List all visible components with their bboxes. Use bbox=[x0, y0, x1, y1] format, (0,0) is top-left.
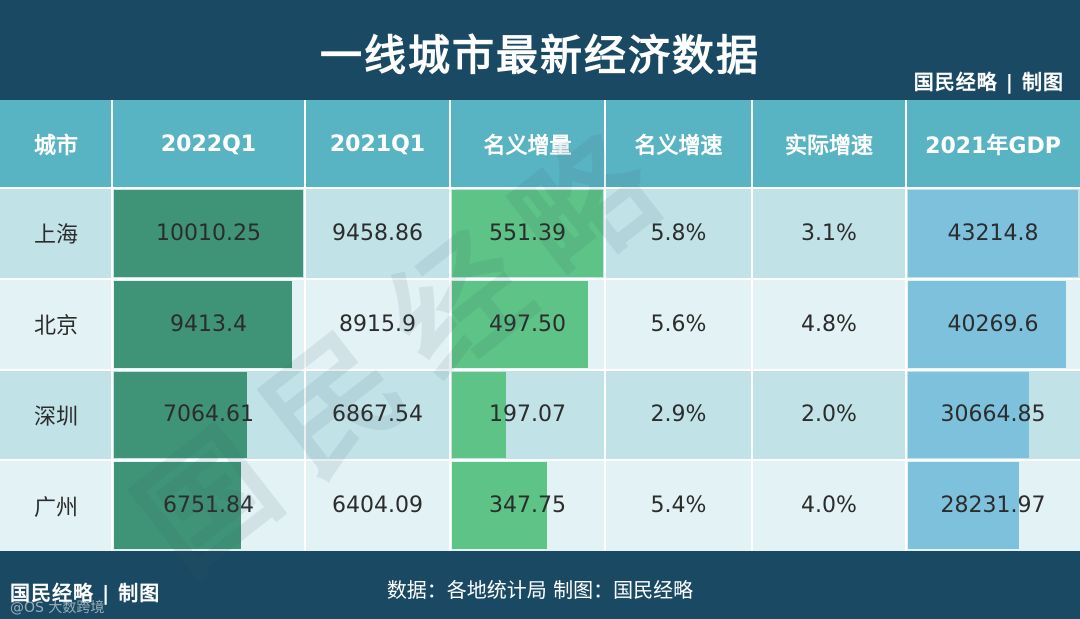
column-header: 实际增速 bbox=[752, 100, 906, 188]
column-header: 名义增速 bbox=[605, 100, 752, 188]
cell-q1_2021: 8915.9 bbox=[339, 311, 416, 337]
cell-background bbox=[752, 278, 906, 370]
grid-line-horizontal bbox=[0, 187, 1080, 189]
data-table: 城市 2022Q1 2021Q1 名义增量 名义增速 实际增速 2021年GDP 上海 1001… bbox=[0, 88, 1080, 603]
cell-background bbox=[0, 460, 112, 551]
cell-background bbox=[752, 369, 906, 461]
bar-q1_2022 bbox=[114, 190, 303, 277]
cell-q1_2022: 6751.84 bbox=[163, 493, 254, 519]
cell-background bbox=[305, 460, 450, 551]
cell-background bbox=[605, 369, 752, 461]
cell-nominal_growth: 5.4% bbox=[650, 493, 707, 519]
brand-label-top: 国民经略 | 制图 bbox=[913, 70, 1064, 94]
cell-gdp_2021: 28231.97 bbox=[940, 493, 1046, 519]
cell-background bbox=[0, 278, 112, 370]
cell-real_growth: 3.1% bbox=[801, 220, 857, 246]
column-header: 2021Q1 bbox=[305, 100, 450, 188]
cell-q1_2022: 10010.25 bbox=[156, 220, 261, 246]
cell-q1_2022: 7064.61 bbox=[163, 402, 254, 428]
grid-line-horizontal bbox=[0, 459, 1080, 462]
cell-gdp_2021: 30664.85 bbox=[940, 402, 1046, 428]
cell-background bbox=[0, 369, 112, 461]
cell-increment: 551.39 bbox=[489, 220, 566, 246]
cell-background bbox=[305, 278, 450, 370]
cell-increment: 197.07 bbox=[489, 402, 566, 428]
cell-background bbox=[752, 460, 906, 551]
cell-background bbox=[605, 278, 752, 370]
bar-increment bbox=[452, 371, 506, 459]
bar-gdp_2021 bbox=[908, 462, 1020, 549]
page-title: 一线城市最新经济数据 bbox=[319, 31, 760, 80]
cell-background bbox=[305, 369, 450, 461]
bar-increment bbox=[452, 190, 603, 277]
cell-background bbox=[605, 188, 752, 279]
bar-gdp_2021 bbox=[908, 190, 1078, 277]
bar-q1_2022 bbox=[114, 462, 242, 549]
grid-line-vertical bbox=[751, 100, 753, 551]
source-note: 数据：各地统计局 制图：国民经略 bbox=[386, 578, 694, 602]
cell-gdp_2021: 40269.6 bbox=[947, 311, 1039, 337]
cell-background bbox=[752, 188, 906, 279]
city-label: 上海 bbox=[33, 223, 78, 249]
cell-real_growth: 2.0% bbox=[801, 402, 857, 428]
brand-label-bottom: 国民经略 | 制图 bbox=[10, 581, 161, 605]
city-label: 广州 bbox=[33, 495, 78, 521]
bar-q1_2022 bbox=[114, 371, 248, 459]
grid-line-horizontal bbox=[0, 277, 1080, 280]
grid-line-vertical bbox=[604, 100, 606, 551]
cell-real_growth: 4.0% bbox=[801, 493, 857, 519]
city-label: 深圳 bbox=[33, 404, 78, 430]
cell-q1_2021: 6867.54 bbox=[332, 402, 423, 428]
bar-gdp_2021 bbox=[908, 371, 1029, 459]
cell-background bbox=[605, 460, 752, 551]
cell-q1_2021: 9458.86 bbox=[332, 220, 423, 246]
column-header: 城市 bbox=[0, 100, 112, 188]
cell-increment: 347.75 bbox=[489, 493, 566, 519]
column-header: 2022Q1 bbox=[112, 100, 305, 188]
city-label: 北京 bbox=[33, 314, 78, 340]
grid-line-vertical bbox=[304, 100, 306, 551]
credit-note: @OS 大数跨境 bbox=[10, 600, 105, 616]
column-header: 名义增量 bbox=[450, 100, 605, 188]
cell-q1_2021: 6404.09 bbox=[332, 493, 423, 519]
grid-line-horizontal bbox=[0, 368, 1080, 371]
grid-line-vertical bbox=[905, 100, 907, 551]
grid-line-vertical bbox=[111, 100, 113, 551]
cell-background bbox=[0, 188, 112, 279]
cell-real_growth: 4.8% bbox=[801, 311, 857, 337]
bar-gdp_2021 bbox=[908, 280, 1067, 368]
cell-gdp_2021: 43214.8 bbox=[947, 220, 1039, 246]
footer-bar bbox=[0, 551, 1080, 619]
title-bar: 一线城市最新经济数据 国民经略 | 制图 bbox=[0, 0, 1080, 100]
bar-q1_2022 bbox=[114, 280, 292, 368]
cell-nominal_growth: 5.8% bbox=[650, 220, 707, 246]
column-header: 2021年GDP bbox=[906, 100, 1080, 188]
cell-nominal_growth: 2.9% bbox=[650, 402, 707, 428]
cell-q1_2022: 9413.4 bbox=[170, 311, 247, 337]
cell-increment: 497.50 bbox=[489, 311, 566, 337]
bar-increment bbox=[452, 280, 589, 368]
bar-increment bbox=[452, 462, 548, 549]
grid-line-vertical bbox=[449, 100, 451, 551]
cell-nominal_growth: 5.6% bbox=[650, 311, 707, 337]
cell-background bbox=[305, 188, 450, 279]
